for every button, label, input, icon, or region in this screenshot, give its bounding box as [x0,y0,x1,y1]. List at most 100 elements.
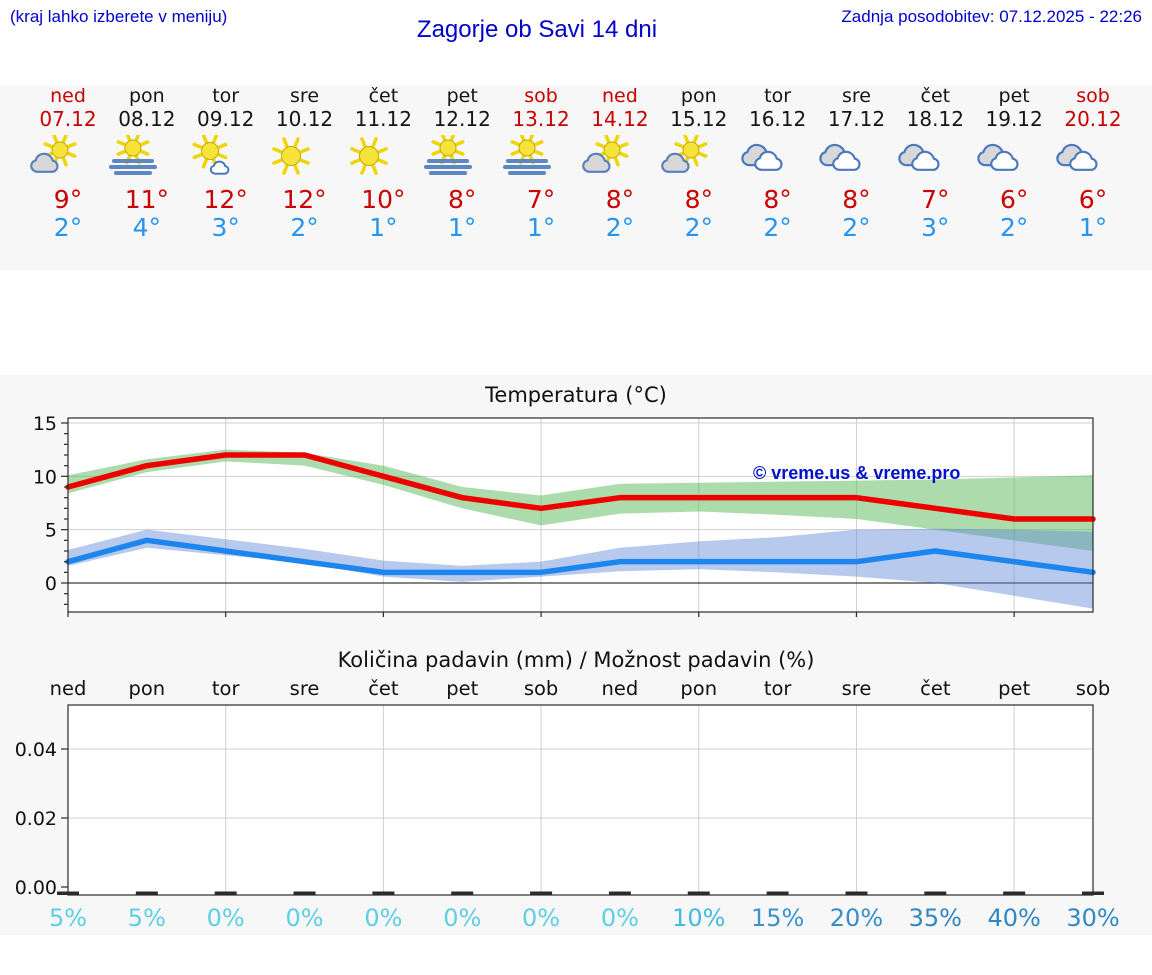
cloudy-icon [898,143,940,171]
precip-bar [845,891,868,895]
low-temp-label: 3° [211,213,240,242]
precip-day-label: pet [998,677,1030,700]
precip-day-label: tor [212,677,241,700]
day-column[interactable]: sre 17.12 8° 2° [815,85,897,242]
low-temp-label: 2° [842,213,871,242]
high-temp-label: 7° [921,185,950,214]
low-temp-label: 2° [290,213,319,242]
precip-day-label: sob [524,677,558,700]
sun-behind-cloud-icon [582,135,629,173]
precip-bar [1082,891,1104,895]
day-date-label: 08.12 [118,107,176,131]
temperature-chart-section: Temperatura (°C) 0 5 10 15 © vreme.us & vre… [0,375,1152,645]
weather-icon-wrap [421,135,503,183]
precip-probability-label: 0% [522,904,560,932]
precipitation-chart-section: Količina padavin (mm) / Možnost padavin … [0,645,1152,935]
high-temp-label: 12° [203,185,248,214]
day-column[interactable]: tor 09.12 12° 3° [185,85,267,242]
day-column[interactable]: čet 18.12 7° 3° [894,85,976,242]
low-temp-label: 2° [684,213,713,242]
weather-icon-wrap [342,135,424,183]
temp-y-tick-label: 0 [45,573,57,595]
precip-probability-label: 10% [672,904,725,932]
low-temp-label: 4° [132,213,162,242]
precip-probability-label: 5% [128,904,166,932]
precip-probability-label: 0% [601,904,639,932]
high-temp-label: 8° [763,185,792,214]
day-column[interactable]: ned 07.12 9° 2° [27,85,109,242]
low-temp-label: 2° [763,213,792,242]
precip-bar [214,891,237,895]
day-name-label: ned [50,85,86,107]
day-column[interactable]: sre 10.12 12° 2° [264,85,346,242]
day-name-label: pon [680,85,717,107]
day-date-label: 18.12 [906,107,964,131]
precip-probability-label: 0% [364,904,402,932]
page-title: Zagorje ob Savi 14 dni [416,16,658,43]
cloudy-icon [1056,143,1098,171]
precip-probability-label: 0% [207,904,245,932]
fog-sun-icon [503,135,552,175]
day-column[interactable]: čet 11.12 10° 1° [342,85,424,242]
low-temp-label: 1° [448,213,477,242]
high-temp-label: 8° [684,185,713,214]
day-column[interactable]: sob 20.12 6° 1° [1052,85,1134,242]
weather-icon-wrap [973,135,1055,183]
day-date-label: 17.12 [827,107,886,131]
precip-y-tick-label: 0.02 [15,808,57,830]
precip-bar [135,891,158,895]
day-name-label: sre [290,85,320,107]
day-name-label: ned [602,85,638,107]
day-name-label: pet [446,85,478,107]
low-temp-label: 1° [369,213,398,242]
day-date-label: 15.12 [670,107,728,131]
precip-probability-label: 15% [751,904,804,932]
day-name-label: čet [368,85,399,107]
fog-sun-icon [108,135,157,175]
day-column[interactable]: ned 14.12 8° 2° [579,85,661,242]
precip-day-label: ned [50,677,87,700]
watermark-label: © vreme.us & vreme.pro [753,463,961,483]
day-column[interactable]: tor 16.12 8° 2° [737,85,819,242]
day-date-label: 10.12 [275,107,334,131]
day-forecast-strip: ned 07.12 9° 2° pon 08.12 11° 4° tor 09.12 12° 3° s… [0,85,1152,270]
day-date-label: 16.12 [748,107,807,131]
precip-y-tick-label: 0.00 [15,877,57,899]
precipitation-chart-title: Količina padavin (mm) / Možnost padavin … [337,648,815,672]
day-column[interactable]: pon 08.12 11° 4° [106,85,188,242]
weather-icon-wrap [579,135,661,183]
precip-probability-label: 40% [987,904,1040,932]
precipitation-chart: 0.00 0.02 0.04 ned pon tor sre čet pet sob ned pon t… [15,677,1120,932]
precip-bar [372,891,395,895]
weather-icon-wrap [500,135,582,183]
cloudy-icon [740,143,783,171]
precip-probability-label: 0% [285,904,323,932]
precip-bar [766,891,789,895]
day-name-label: sob [1076,85,1110,107]
precip-bar [924,891,947,895]
high-temp-label: 9° [53,185,83,214]
low-temp-label: 2° [605,213,635,242]
weather-icon-wrap [658,135,740,183]
precip-y-tick-label: 0.04 [15,739,57,761]
day-column[interactable]: pon 15.12 8° 2° [658,85,740,242]
low-temp-label: 1° [526,213,556,242]
day-date-label: 11.12 [354,107,412,131]
day-column[interactable]: sob 13.12 7° 1° [500,85,582,242]
cloudy-icon [819,143,861,171]
precip-day-label: pon [680,677,717,700]
precip-day-label: sob [1076,677,1110,700]
day-date-label: 13.12 [512,107,570,131]
day-name-label: pet [998,85,1030,107]
precip-probability-label: 0% [443,904,481,932]
day-date-label: 09.12 [197,107,255,131]
day-column[interactable]: pet 19.12 6° 2° [973,85,1055,242]
precip-bar [293,891,316,895]
precip-probability-label: 20% [830,904,883,932]
day-name-label: tor [764,85,792,107]
precip-day-label: tor [764,677,793,700]
weather-icon-wrap [894,135,976,183]
day-column[interactable]: pet 12.12 8° 1° [421,85,503,242]
day-date-label: 19.12 [985,107,1043,131]
day-name-label: čet [920,85,951,107]
